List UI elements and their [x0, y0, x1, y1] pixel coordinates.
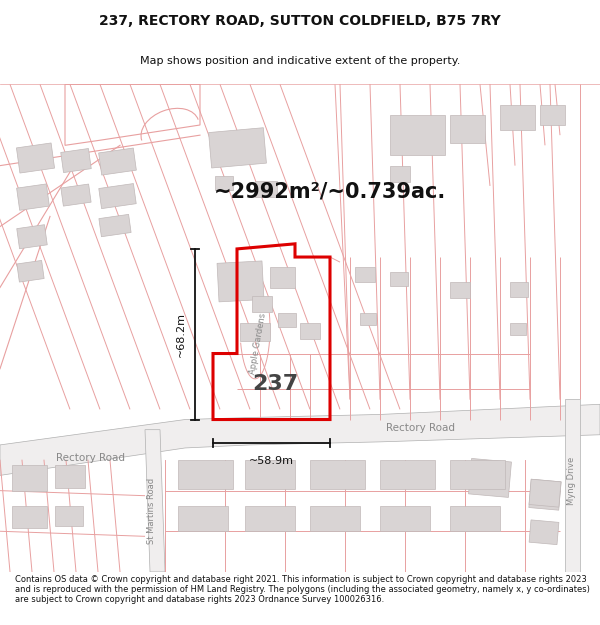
- Bar: [540, 104, 565, 125]
- Bar: [252, 296, 272, 312]
- Polygon shape: [0, 404, 600, 476]
- Polygon shape: [99, 184, 136, 209]
- Polygon shape: [145, 430, 165, 572]
- Bar: [310, 506, 360, 531]
- Polygon shape: [529, 520, 559, 544]
- Text: Apple Gardens: Apple Gardens: [248, 312, 268, 375]
- Bar: [245, 506, 295, 531]
- Text: Contains OS data © Crown copyright and database right 2021. This information is : Contains OS data © Crown copyright and d…: [15, 574, 590, 604]
- Text: Myng Drive: Myng Drive: [568, 456, 577, 504]
- Polygon shape: [17, 261, 44, 282]
- Text: 237, RECTORY ROAD, SUTTON COLDFIELD, B75 7RY: 237, RECTORY ROAD, SUTTON COLDFIELD, B75…: [99, 14, 501, 28]
- Text: Map shows position and indicative extent of the property.: Map shows position and indicative extent…: [140, 56, 460, 66]
- Bar: [390, 115, 445, 156]
- Bar: [450, 460, 505, 489]
- Bar: [255, 181, 277, 197]
- Bar: [450, 282, 470, 298]
- Bar: [380, 460, 435, 489]
- Bar: [380, 506, 430, 531]
- Polygon shape: [17, 224, 47, 249]
- Bar: [360, 313, 376, 325]
- Polygon shape: [99, 214, 131, 237]
- Text: Rectory Road: Rectory Road: [386, 422, 455, 432]
- Bar: [510, 282, 528, 297]
- Text: ~2992m²/~0.739ac.: ~2992m²/~0.739ac.: [214, 181, 446, 201]
- Bar: [270, 268, 295, 288]
- Text: Rectory Road: Rectory Road: [56, 453, 125, 463]
- Bar: [310, 460, 365, 489]
- Bar: [278, 313, 296, 327]
- Bar: [240, 323, 270, 341]
- Bar: [500, 104, 535, 130]
- Text: St Martins Road: St Martins Road: [148, 478, 157, 544]
- Polygon shape: [16, 143, 55, 173]
- Polygon shape: [209, 127, 266, 168]
- Polygon shape: [529, 479, 561, 507]
- Bar: [450, 115, 485, 143]
- Bar: [390, 166, 410, 182]
- Bar: [510, 323, 526, 335]
- Polygon shape: [565, 399, 580, 572]
- Bar: [450, 506, 500, 531]
- Bar: [390, 272, 408, 286]
- Polygon shape: [98, 148, 136, 175]
- Polygon shape: [61, 184, 91, 206]
- Bar: [55, 465, 85, 488]
- Bar: [245, 460, 295, 489]
- Polygon shape: [217, 261, 264, 302]
- Bar: [215, 176, 233, 190]
- Polygon shape: [17, 184, 49, 210]
- Bar: [12, 465, 47, 491]
- Bar: [355, 268, 375, 282]
- Text: ~58.9m: ~58.9m: [249, 456, 294, 466]
- Text: 237: 237: [252, 374, 298, 394]
- Polygon shape: [529, 479, 561, 510]
- Bar: [300, 323, 320, 339]
- Text: ~68.2m: ~68.2m: [176, 312, 186, 357]
- Bar: [178, 460, 233, 489]
- Polygon shape: [61, 149, 91, 173]
- Polygon shape: [469, 459, 511, 498]
- Bar: [55, 506, 83, 526]
- Bar: [12, 506, 47, 528]
- Bar: [178, 506, 228, 531]
